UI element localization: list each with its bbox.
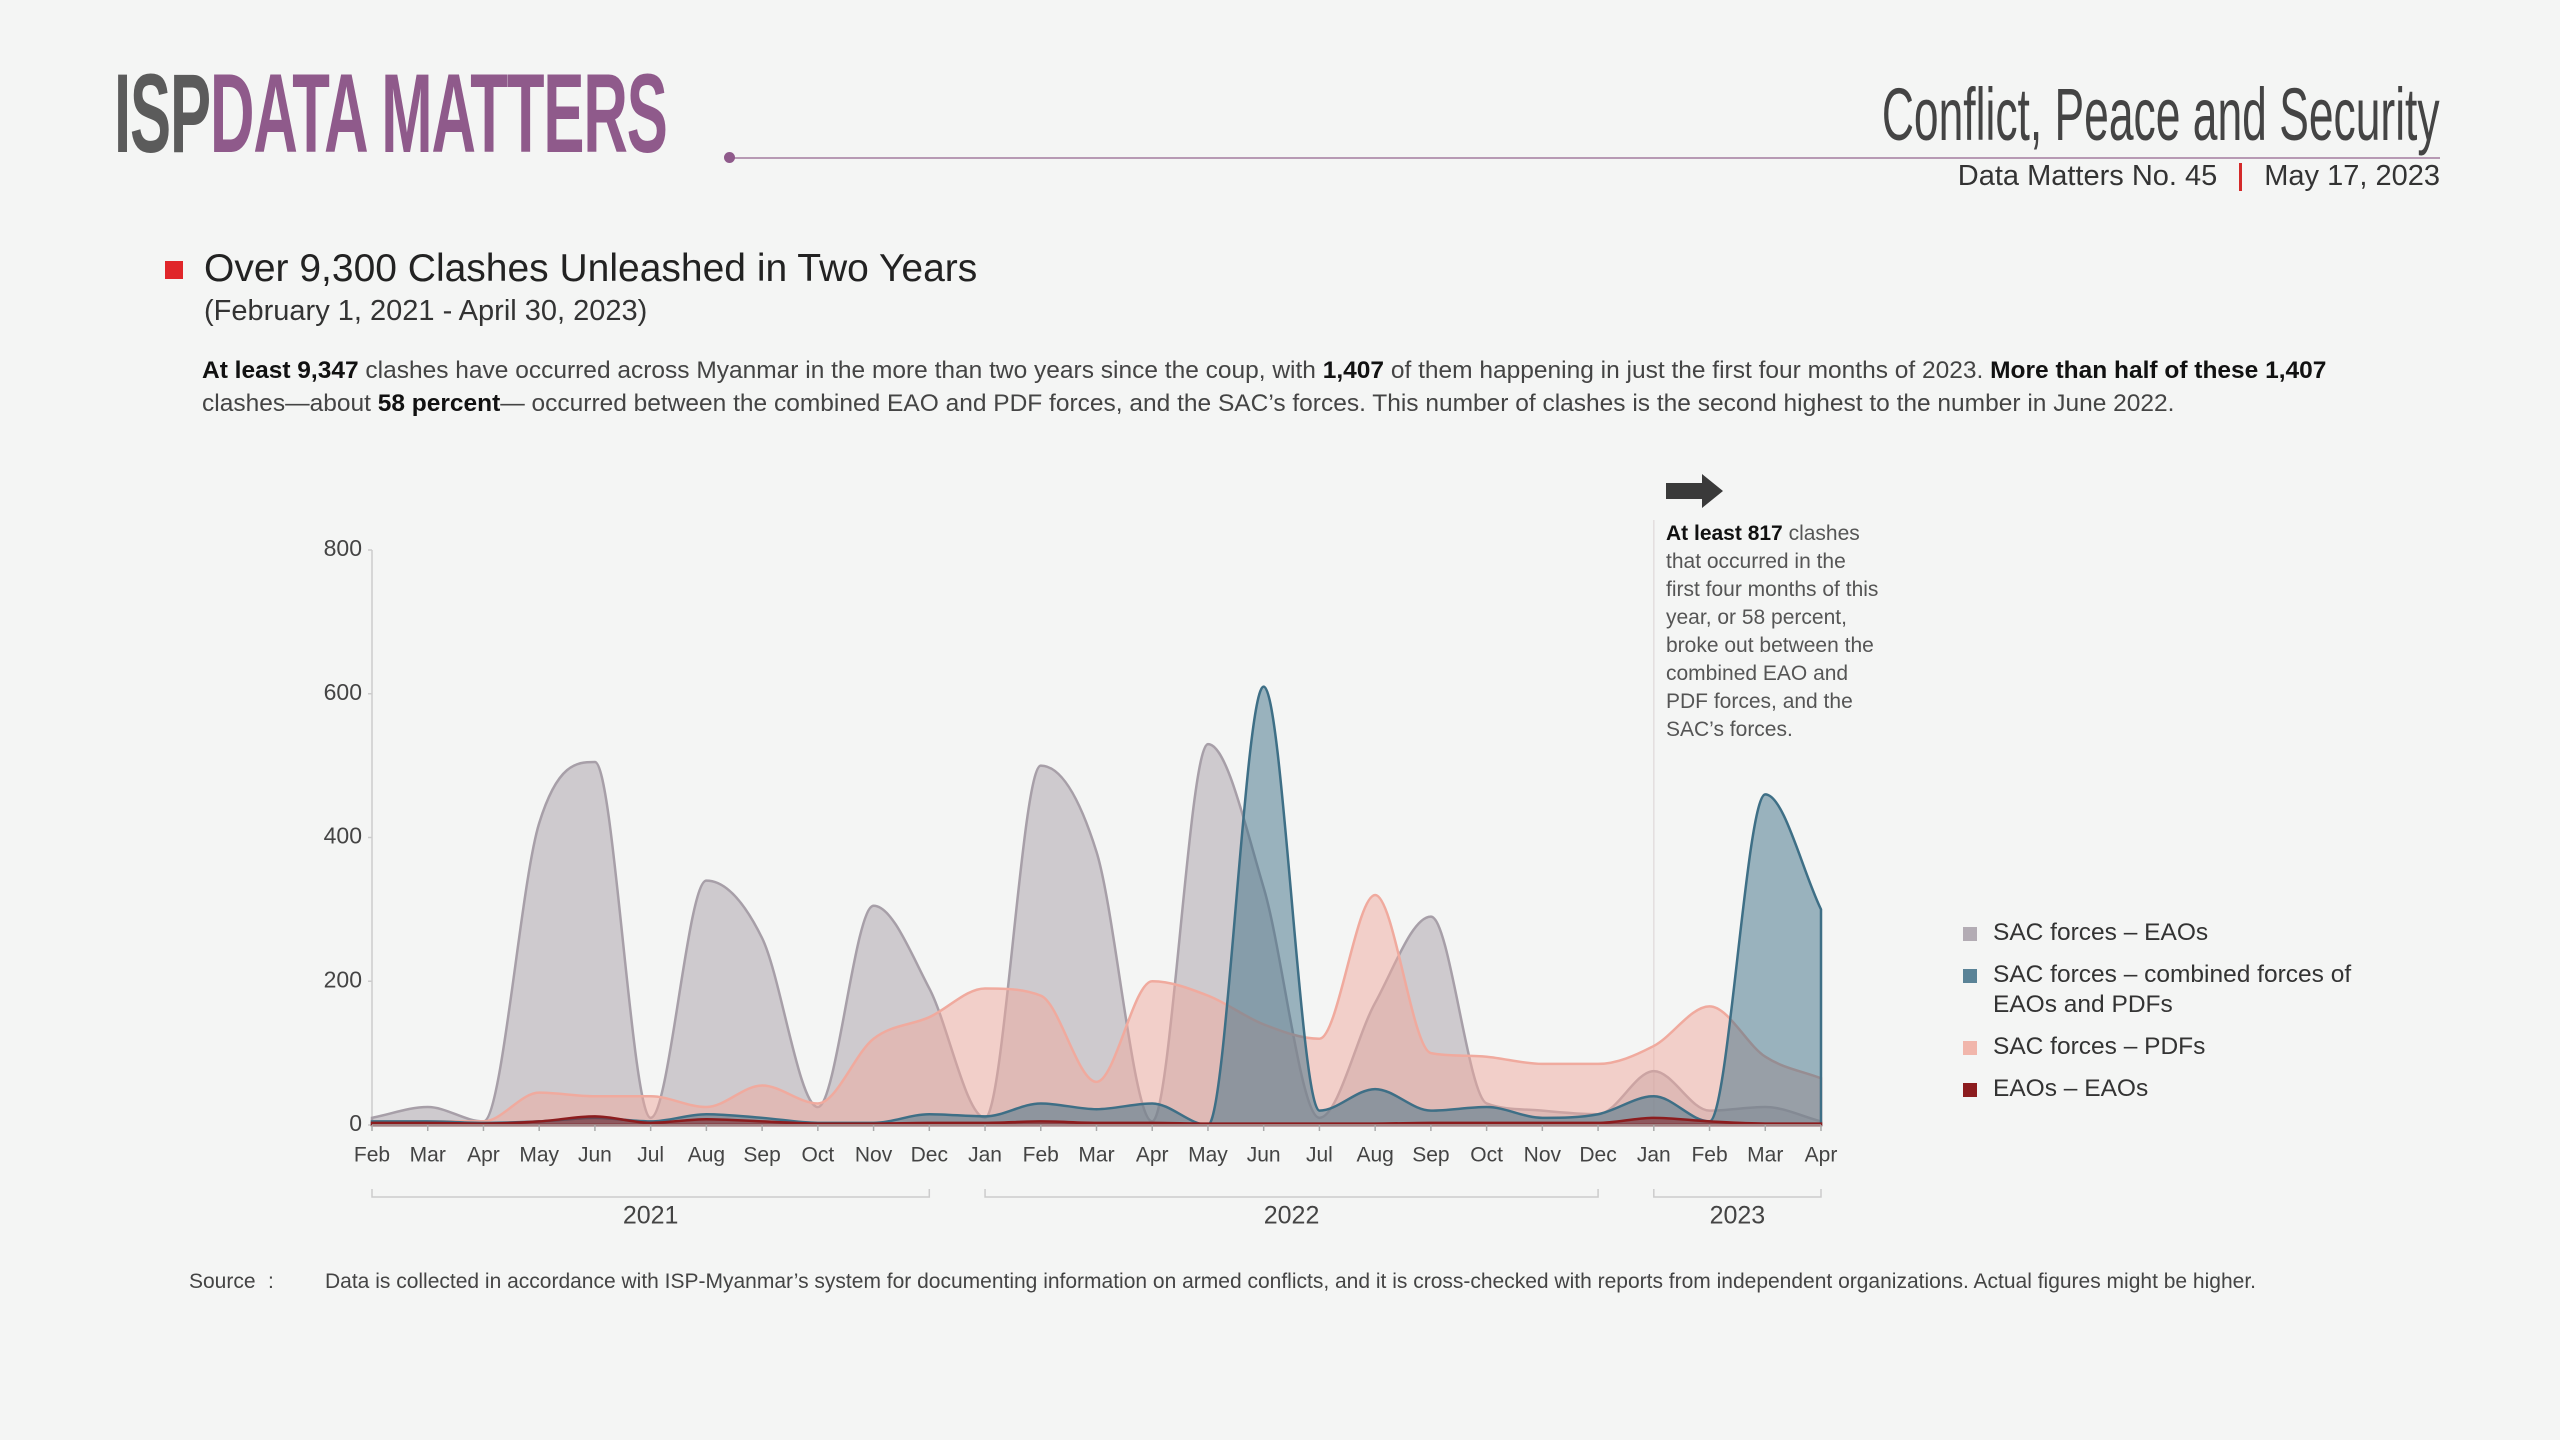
emphasis: 1,407: [1322, 357, 1385, 384]
y-tick-label: 400: [324, 823, 362, 849]
annotation-text: clashes that occurred in the first four …: [1666, 522, 1879, 741]
x-tick-label: Apr: [467, 1144, 500, 1167]
brand: ISPDATA MATTERS: [114, 58, 668, 170]
legend-item: SAC forces – EAOs: [1963, 918, 2413, 948]
x-tick-label: Jul: [1306, 1144, 1333, 1167]
area: [370, 1115, 1823, 1127]
x-tick-label: Dec: [911, 1144, 948, 1167]
x-tick-label: Feb: [1691, 1144, 1727, 1167]
text-run: clashes—about: [202, 390, 378, 417]
year-bracket: [1653, 1189, 1822, 1198]
legend-swatch: [1963, 1083, 1977, 1097]
x-tick-label: Sep: [743, 1144, 780, 1167]
issue-line: Data Matters No. 45 May 17, 2023: [1958, 160, 2440, 193]
x-tick-label: Dec: [1579, 1144, 1616, 1167]
x-tick-label: Jul: [637, 1144, 664, 1167]
x-tick-label: Apr: [1805, 1144, 1838, 1167]
legend-swatch: [1963, 1041, 1977, 1055]
brand-data-matters: DATA MATTERS: [209, 51, 668, 176]
x-tick-label: Feb: [354, 1144, 390, 1167]
header-rule: [728, 157, 2440, 159]
year-bracket: [984, 1189, 1599, 1198]
x-tick-label: May: [519, 1144, 559, 1167]
x-tick-label: Jan: [968, 1144, 1002, 1167]
x-tick-label: Aug: [1356, 1144, 1393, 1167]
year-label: 2022: [1264, 1202, 1320, 1230]
y-tick-label: 200: [324, 966, 362, 992]
x-tick-label: Feb: [1023, 1144, 1059, 1167]
x-tick-label: Nov: [1524, 1144, 1562, 1167]
legend: SAC forces – EAOs SAC forces – combined f…: [1963, 918, 2413, 1104]
x-tick-label: Jan: [1637, 1144, 1671, 1167]
annotation: At least 817 clashes that occurred in th…: [1666, 520, 1881, 744]
legend-item: EAOs – EAOs: [1963, 1074, 2413, 1104]
divider: [2239, 162, 2243, 191]
brand-isp: ISP: [114, 51, 211, 176]
y-tick-label: 0: [349, 1110, 362, 1136]
year-label: 2023: [1710, 1202, 1766, 1230]
x-tick-label: Sep: [1412, 1144, 1449, 1167]
x-tick-label: Mar: [410, 1144, 446, 1167]
x-tick-label: May: [1188, 1144, 1228, 1167]
annotation-bold: At least 817: [1666, 522, 1783, 545]
area: [370, 685, 1823, 1127]
legend-label: SAC forces – combined forces of EAOs and…: [1993, 961, 2352, 1018]
legend-item: SAC forces – PDFs: [1963, 1032, 2413, 1062]
x-tick-label: Mar: [1747, 1144, 1783, 1167]
source-label: Source: [189, 1270, 256, 1293]
x-tick-label: Jun: [578, 1144, 612, 1167]
y-tick-label: 600: [324, 679, 362, 705]
emphasis: More than half of these 1,407: [1990, 357, 2327, 384]
legend-label: SAC forces – PDFs: [1993, 1033, 2206, 1060]
title-bullet: [165, 261, 183, 279]
emphasis: At least 9,347: [202, 357, 359, 384]
header-dot: [724, 152, 735, 163]
page-subtitle: (February 1, 2021 - April 30, 2023): [204, 295, 648, 327]
legend-label: SAC forces – EAOs: [1993, 919, 2209, 946]
year-label: 2021: [623, 1202, 679, 1230]
legend-swatch: [1963, 927, 1977, 941]
issue-number: Data Matters No. 45: [1957, 160, 2218, 192]
legend-swatch: [1963, 969, 1977, 983]
x-tick-label: Oct: [1470, 1144, 1503, 1167]
x-tick-label: Jun: [1247, 1144, 1281, 1167]
annotation-arrow: [1666, 474, 1723, 508]
section-title: Conflict, Peace and Security: [1882, 73, 2440, 156]
x-tick-label: Mar: [1078, 1144, 1114, 1167]
year-bracket: [371, 1189, 931, 1198]
legend-item: SAC forces – combined forces of EAOs and…: [1963, 960, 2413, 1020]
summary-paragraph: At least 9,347 clashes have occurred acr…: [202, 354, 2402, 420]
x-tick-label: Apr: [1136, 1144, 1169, 1167]
emphasis: 58 percent: [377, 390, 501, 417]
source-separator: :: [268, 1270, 274, 1293]
issue-date: May 17, 2023: [2264, 160, 2440, 192]
x-tick-label: Aug: [688, 1144, 725, 1167]
text-run: of them happening in just the first four…: [1384, 357, 1991, 384]
x-tick-label: Nov: [855, 1144, 893, 1167]
x-tick-label: Oct: [802, 1144, 835, 1167]
area: [370, 893, 1823, 1127]
source-text: Data is collected in accordance with ISP…: [325, 1270, 2256, 1293]
page-title: Over 9,300 Clashes Unleashed in Two Year…: [204, 247, 978, 290]
text-run: — occurred between the combined EAO and …: [500, 390, 2175, 417]
text-run: clashes have occurred across Myanmar in …: [358, 357, 1323, 384]
legend-label: EAOs – EAOs: [1993, 1075, 2149, 1102]
y-tick-label: 800: [324, 535, 362, 561]
